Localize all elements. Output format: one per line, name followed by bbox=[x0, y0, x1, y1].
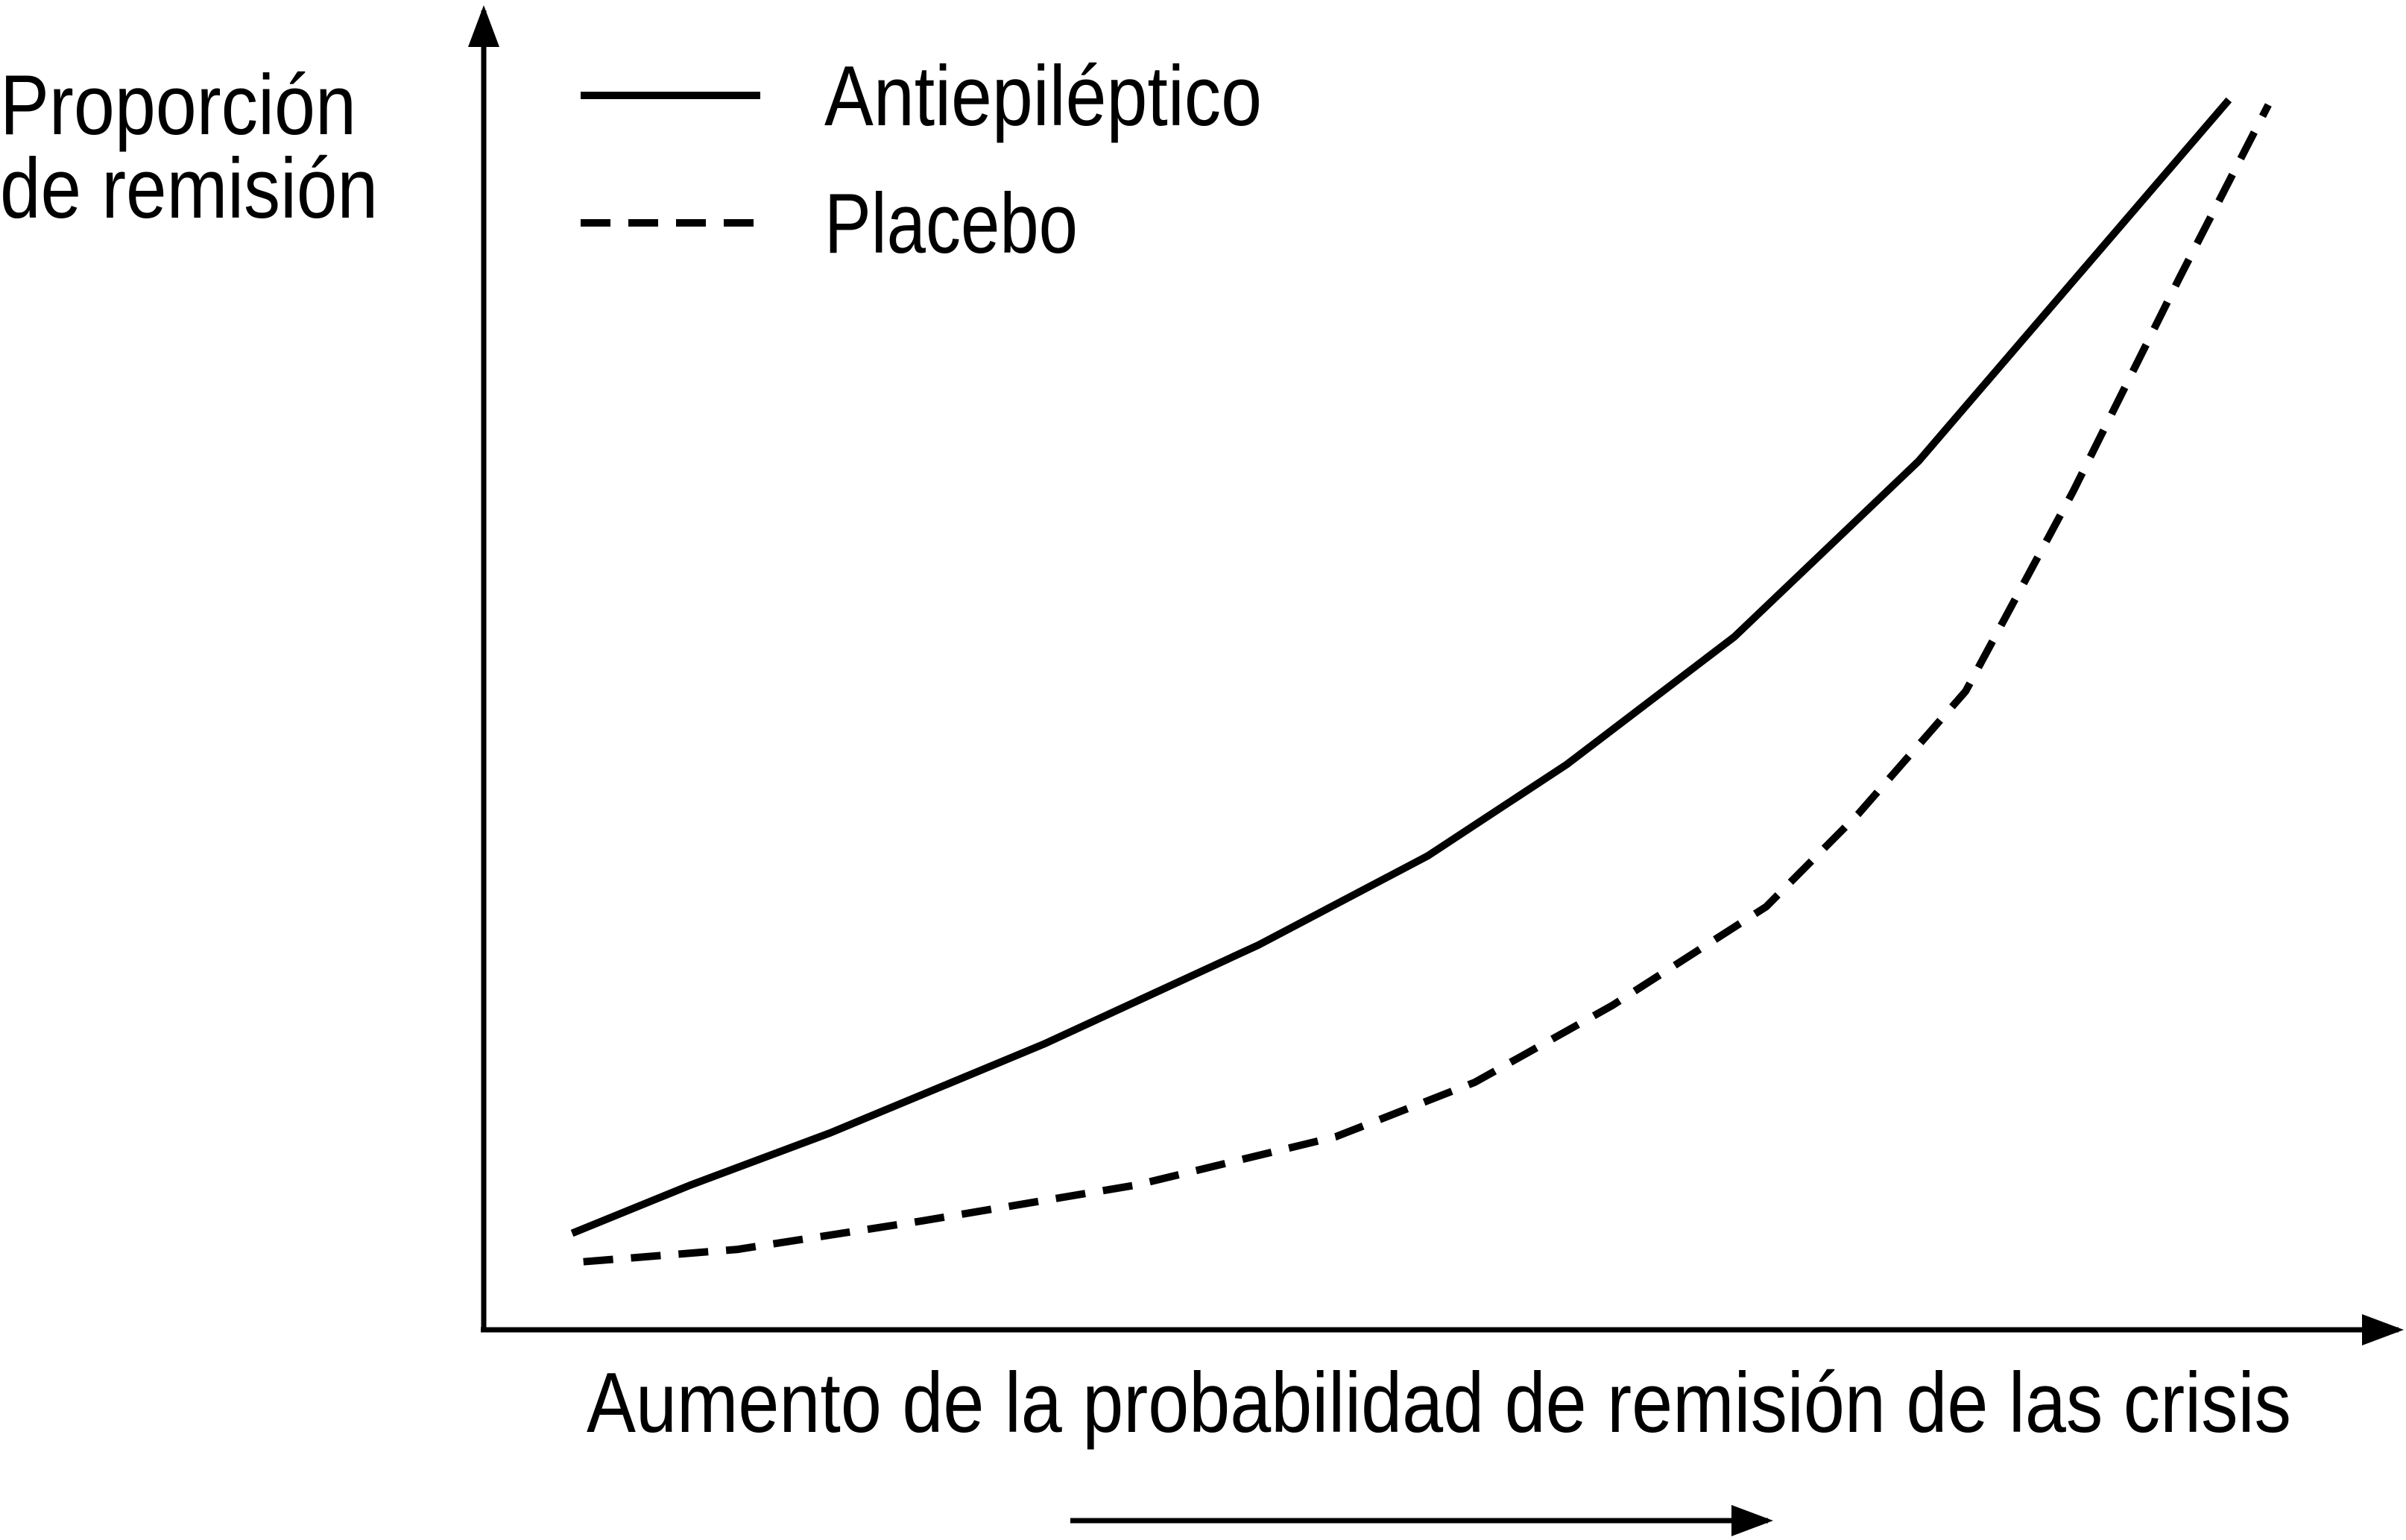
y-axis-label: Proporción bbox=[0, 58, 356, 153]
y-axis-label: de remisión bbox=[0, 142, 378, 236]
legend-label: Antiepiléptico bbox=[824, 49, 1262, 144]
x-axis-label: Aumento de la probabilidad de remisión d… bbox=[587, 1356, 2291, 1451]
legend-label: Placebo bbox=[824, 177, 1078, 271]
series-line bbox=[583, 103, 2272, 1266]
series-line bbox=[570, 97, 2232, 1237]
